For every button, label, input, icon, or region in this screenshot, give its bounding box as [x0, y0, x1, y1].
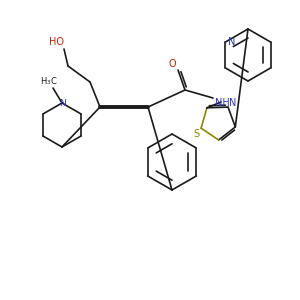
Text: C: C — [50, 76, 56, 85]
Text: NH: NH — [214, 98, 230, 108]
Text: N: N — [228, 37, 235, 47]
Text: N: N — [60, 98, 66, 107]
Text: N: N — [230, 98, 237, 108]
Text: 3: 3 — [46, 80, 50, 85]
Text: O: O — [168, 59, 176, 69]
Text: HO: HO — [49, 37, 64, 47]
Text: H: H — [40, 76, 46, 85]
Text: S: S — [193, 129, 199, 139]
